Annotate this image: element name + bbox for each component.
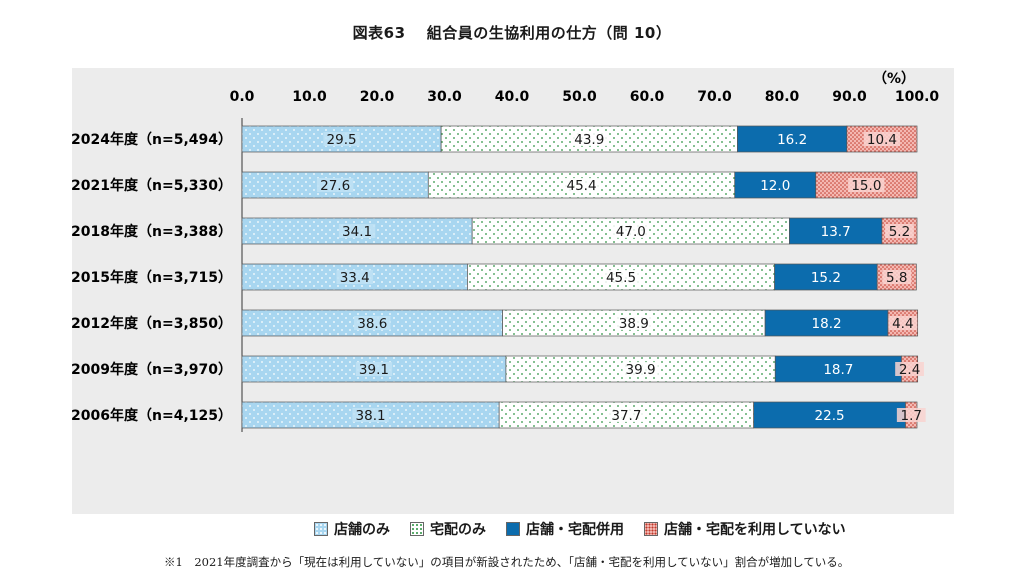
x-tick-label: 90.0: [832, 89, 867, 105]
data-label: 16.2: [777, 132, 807, 148]
legend: 店舗のみ 宅配のみ 店舗・宅配併用 店舗・宅配を利用していない: [314, 520, 866, 538]
legend-item-home-only: 宅配のみ: [410, 519, 486, 539]
data-label-backing: [882, 270, 912, 284]
data-label: 38.9: [619, 316, 649, 332]
legend-item-both: 店舗・宅配併用: [506, 519, 624, 539]
data-label-backing: [602, 270, 640, 284]
data-label-backing: [338, 224, 376, 238]
data-label: 34.1: [342, 224, 372, 240]
data-label: 12.0: [760, 178, 790, 194]
data-label: 45.5: [606, 270, 636, 286]
data-label-backing: [885, 224, 914, 238]
data-label-backing: [615, 316, 653, 330]
data-label-backing: [608, 408, 645, 422]
chart-panel: （%） 0.0 10.0 20.0 30.0 40.0 50.0 60.0 70.0 80.0 90…: [72, 68, 954, 569]
data-label: 5.8: [886, 270, 907, 286]
legend-swatch-home-only: [410, 522, 424, 536]
data-label: 13.7: [821, 224, 851, 240]
data-label-backing: [323, 132, 360, 146]
x-tick-label: 70.0: [697, 89, 732, 105]
legend-swatch-store-only: [314, 522, 328, 536]
x-tick-label: 100.0: [895, 89, 940, 105]
legend-swatch-none: [644, 522, 658, 536]
data-label-backing: [355, 362, 393, 376]
data-label: 29.5: [327, 132, 357, 148]
data-label-backing: [336, 270, 373, 284]
data-label: 38.1: [356, 408, 386, 424]
data-label-backing: [563, 178, 600, 192]
data-label: 47.0: [616, 224, 646, 240]
stacked-bar-chart: （%） 0.0 10.0 20.0 30.0 40.0 50.0 60.0 70.0 80.0 90…: [72, 71, 940, 432]
data-label-backing: [863, 132, 901, 146]
category-label: 2012年度（n=3,850）: [72, 315, 232, 332]
data-label: 39.1: [359, 362, 389, 378]
bar-segment-both: [774, 263, 878, 291]
data-label: 22.5: [815, 408, 845, 424]
x-tick-label: 20.0: [360, 89, 395, 105]
legend-label: 店舗・宅配を利用していない: [664, 522, 846, 538]
data-label-backing: [622, 362, 659, 376]
data-label: 15.0: [851, 178, 881, 194]
data-label: 38.6: [357, 316, 387, 332]
data-label: 33.4: [340, 270, 370, 286]
category-label: 2021年度（n=5,330）: [72, 177, 232, 194]
x-tick-label: 60.0: [630, 89, 665, 105]
data-label: 2.4: [899, 362, 920, 378]
data-label: 5.2: [889, 224, 910, 240]
data-label: 45.4: [566, 178, 596, 194]
x-tick-label: 80.0: [765, 89, 800, 105]
data-label: 43.9: [574, 132, 604, 148]
footnote: ※1 2021年度調査から「現在は利用していない」の項目が新設されたため、「店舗…: [164, 555, 850, 569]
bar-segment-both: [737, 125, 848, 153]
x-tick-label: 40.0: [495, 89, 530, 105]
data-label-backing: [352, 408, 389, 422]
data-label-backing: [848, 178, 885, 192]
data-label: 15.2: [811, 270, 841, 286]
data-label: 27.6: [320, 178, 350, 194]
x-tick-label: 10.0: [292, 89, 327, 105]
data-label-backing: [895, 362, 924, 376]
data-label: 18.2: [812, 316, 842, 332]
legend-swatch-both: [506, 522, 520, 536]
legend-label: 店舗のみ: [334, 522, 390, 538]
bar-segment-both: [753, 401, 906, 429]
data-label-backing: [354, 316, 391, 330]
data-label-backing: [888, 316, 918, 330]
data-label: 18.7: [823, 362, 853, 378]
unit-label: （%）: [873, 71, 915, 87]
category-label: 2015年度（n=3,715）: [72, 269, 232, 286]
category-label: 2009年度（n=3,970）: [72, 361, 232, 378]
data-label-backing: [612, 224, 649, 238]
chart-title: 図表63 組合員の生協利用の仕方（問 10）: [352, 24, 672, 42]
category-label: 2018年度（n=3,388）: [72, 223, 232, 240]
data-label: 10.4: [867, 132, 897, 148]
x-tick-label: 0.0: [230, 89, 255, 105]
category-label: 2006年度（n=4,125）: [72, 407, 232, 424]
bar-segment-both: [764, 309, 889, 337]
legend-label: 店舗・宅配併用: [526, 522, 624, 538]
data-label: 37.7: [611, 408, 641, 424]
data-label-backing: [571, 132, 608, 146]
bar-segment-both: [774, 355, 902, 383]
data-label-backing: [316, 178, 354, 192]
x-tick-label: 30.0: [427, 89, 462, 105]
legend-item-store-only: 店舗のみ: [314, 519, 390, 539]
x-tick-label: 50.0: [562, 89, 597, 105]
data-label: 4.4: [892, 316, 913, 332]
data-label: 39.9: [626, 362, 656, 378]
bar-segment-both: [789, 217, 883, 245]
category-label: 2024年度（n=5,494）: [72, 131, 232, 148]
data-label-backing: [896, 408, 926, 422]
legend-item-none: 店舗・宅配を利用していない: [644, 519, 846, 539]
data-label: 1.7: [901, 408, 922, 424]
legend-label: 宅配のみ: [430, 522, 486, 538]
